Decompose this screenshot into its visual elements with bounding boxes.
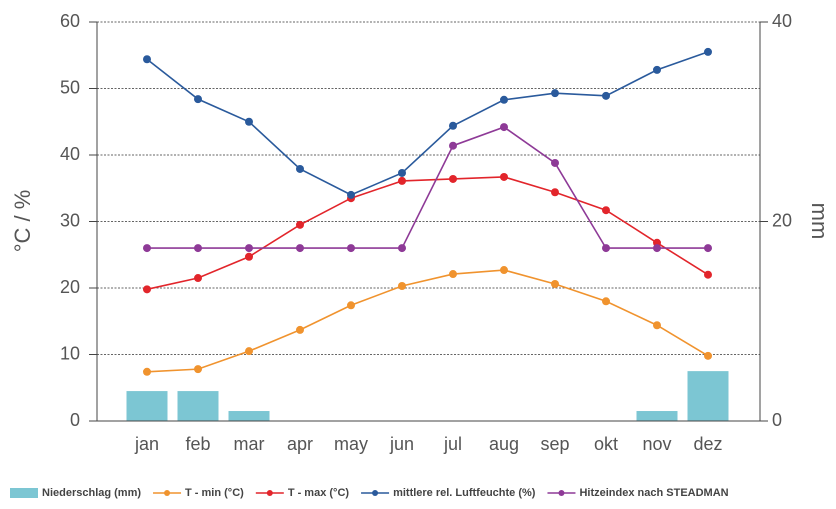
marker bbox=[602, 244, 610, 253]
x-tick-label: aug bbox=[489, 434, 519, 454]
legend-label: Niederschlag (mm) bbox=[42, 487, 141, 499]
legend-label: T - min (°C) bbox=[185, 487, 244, 499]
marker bbox=[296, 164, 304, 173]
marker bbox=[551, 158, 559, 167]
x-tick-label: jan bbox=[134, 434, 159, 454]
marker bbox=[704, 351, 712, 360]
x-tick-label: dez bbox=[693, 434, 722, 454]
marker bbox=[143, 285, 151, 294]
marker bbox=[347, 301, 355, 310]
marker bbox=[245, 117, 253, 126]
bar bbox=[177, 391, 219, 421]
x-tick-label: feb bbox=[185, 434, 210, 454]
marker bbox=[449, 141, 457, 150]
marker bbox=[347, 244, 355, 253]
marker bbox=[296, 220, 304, 229]
legend-marker bbox=[372, 490, 379, 496]
marker bbox=[704, 244, 712, 253]
marker bbox=[296, 325, 304, 334]
y2-tick-label: 0 bbox=[772, 410, 782, 430]
marker bbox=[500, 266, 508, 275]
x-tick-label: nov bbox=[642, 434, 671, 454]
marker bbox=[398, 282, 406, 291]
bar bbox=[636, 411, 678, 421]
x-tick-label: sep bbox=[540, 434, 569, 454]
y-tick-label: 10 bbox=[60, 343, 80, 363]
marker bbox=[194, 244, 202, 253]
marker bbox=[653, 65, 661, 74]
marker bbox=[653, 321, 661, 330]
marker bbox=[449, 270, 457, 279]
marker bbox=[500, 123, 508, 132]
x-tick-label: jul bbox=[443, 434, 462, 454]
bar bbox=[126, 391, 168, 421]
legend-marker bbox=[266, 490, 273, 496]
marker bbox=[551, 89, 559, 98]
marker bbox=[602, 297, 610, 306]
marker bbox=[653, 244, 661, 253]
marker bbox=[194, 274, 202, 283]
marker bbox=[143, 244, 151, 253]
line bbox=[146, 51, 709, 196]
marker bbox=[194, 95, 202, 104]
x-tick-label: jun bbox=[389, 434, 414, 454]
x-tick-label: may bbox=[334, 434, 368, 454]
legend-swatch bbox=[10, 488, 38, 498]
marker bbox=[245, 252, 253, 261]
marker bbox=[602, 206, 610, 215]
line bbox=[147, 126, 708, 249]
legend-marker bbox=[558, 490, 565, 496]
marker bbox=[551, 188, 559, 197]
x-tick-label: mar bbox=[234, 434, 265, 454]
marker bbox=[500, 95, 508, 104]
marker bbox=[398, 168, 406, 177]
y-tick-label: 20 bbox=[60, 277, 80, 297]
bar bbox=[228, 411, 270, 421]
y-tick-label: 50 bbox=[60, 77, 80, 97]
y2-axis-label: mm bbox=[807, 203, 832, 240]
marker bbox=[704, 270, 712, 279]
marker bbox=[194, 365, 202, 374]
marker bbox=[602, 91, 610, 100]
marker bbox=[296, 244, 304, 253]
y2-tick-label: 40 bbox=[772, 11, 792, 31]
y-tick-label: 0 bbox=[70, 410, 80, 430]
marker bbox=[398, 244, 406, 253]
y-tick-label: 30 bbox=[60, 210, 80, 230]
marker bbox=[245, 244, 253, 253]
x-tick-label: apr bbox=[287, 434, 313, 454]
y-tick-label: 40 bbox=[60, 144, 80, 164]
line bbox=[146, 176, 709, 291]
bar bbox=[687, 371, 729, 421]
legend-marker bbox=[164, 490, 171, 496]
y-axis-label: °C / % bbox=[10, 190, 35, 253]
legend-label: T - max (°C) bbox=[288, 487, 350, 499]
marker bbox=[398, 176, 406, 185]
marker bbox=[143, 367, 151, 376]
marker bbox=[449, 174, 457, 183]
marker bbox=[245, 347, 253, 356]
marker bbox=[449, 121, 457, 130]
y2-tick-label: 20 bbox=[772, 210, 792, 230]
marker bbox=[704, 47, 712, 56]
line bbox=[146, 269, 709, 373]
legend-label: Hitzeindex nach STEADMAN bbox=[579, 487, 728, 499]
marker bbox=[347, 190, 355, 199]
marker bbox=[500, 172, 508, 181]
marker bbox=[143, 55, 151, 64]
x-tick-label: okt bbox=[594, 434, 618, 454]
legend-label: mittlere rel. Luftfeuchte (%) bbox=[393, 487, 536, 499]
y-tick-label: 60 bbox=[60, 11, 80, 31]
marker bbox=[551, 280, 559, 289]
